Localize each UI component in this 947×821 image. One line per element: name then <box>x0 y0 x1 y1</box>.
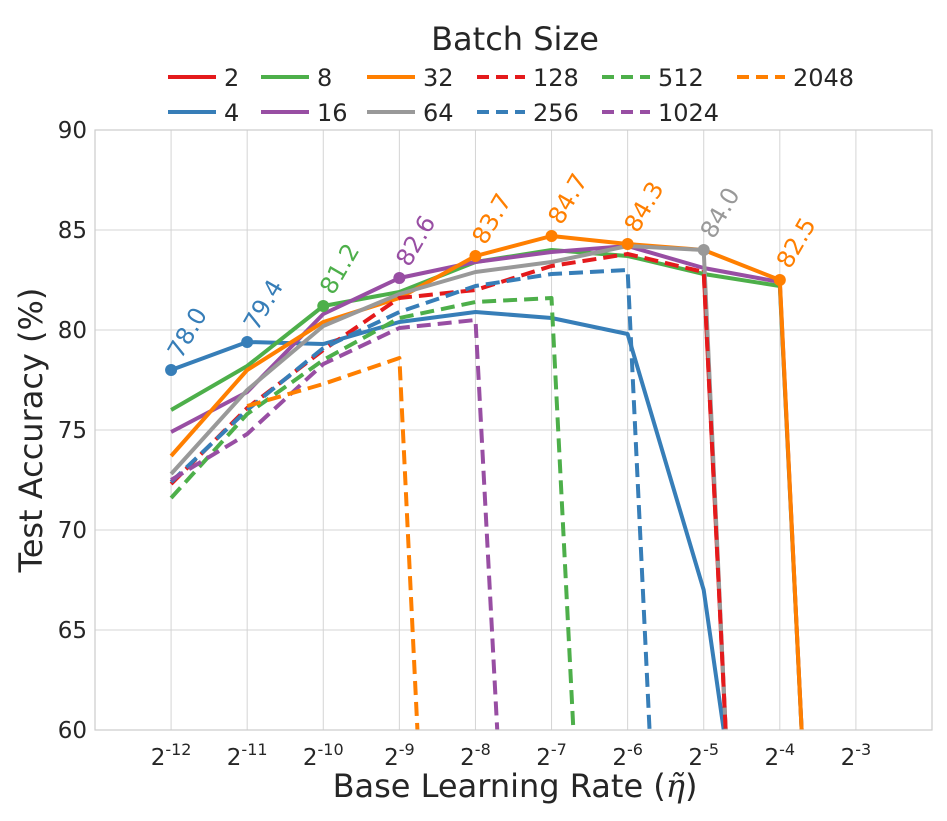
legend-item-1024: 1024 <box>602 99 719 127</box>
x-tick-label: 2-7 <box>536 740 567 771</box>
legend-item-8: 8 <box>261 64 332 92</box>
y-tick-label: 85 <box>58 218 87 244</box>
x-axis-label: Base Learning Rate (η̃) <box>333 767 698 805</box>
y-tick-label: 65 <box>58 618 87 644</box>
x-tick-label: 2-5 <box>688 740 719 771</box>
plot-frame <box>94 129 933 731</box>
legend-label: 256 <box>533 99 579 127</box>
best-point-marker <box>317 300 330 312</box>
best-point-marker <box>545 230 558 242</box>
x-axis-label-close: ) <box>685 767 697 805</box>
best-point-marker <box>469 250 482 262</box>
legend-item-4: 4 <box>168 99 239 127</box>
legend-item-128: 128 <box>477 64 579 92</box>
y-axis: 60 65 70 75 80 85 90 <box>58 118 87 744</box>
legend-item-2048: 2048 <box>737 64 854 92</box>
legend-item-64: 64 <box>367 99 454 127</box>
legend-item-16: 16 <box>261 99 348 127</box>
legend-item-2: 2 <box>168 64 239 92</box>
legend-label: 128 <box>533 64 579 92</box>
legend-item-32: 32 <box>367 64 454 92</box>
legend-label: 16 <box>317 99 348 127</box>
x-tick-label: 2-6 <box>612 740 643 771</box>
legend-item-256: 256 <box>477 99 579 127</box>
best-point-marker <box>393 272 406 284</box>
series-line-4 <box>170 310 726 730</box>
legend-label: 2048 <box>793 64 854 92</box>
x-tick-label: 2-10 <box>303 740 344 771</box>
best-point-marker <box>773 274 786 286</box>
plot-area: 78.0 79.481.2 82.6 83.7 84.7 84.3 84.0 82.5 <box>94 129 933 731</box>
y-tick-label: 60 <box>58 718 87 744</box>
best-point-marker <box>621 238 634 250</box>
series-line-512 <box>169 296 576 730</box>
legend-label: 32 <box>423 64 454 92</box>
series-line-1024 <box>170 318 500 730</box>
y-tick-label: 80 <box>58 318 87 344</box>
x-axis-label-text: Base Learning Rate ( <box>333 767 666 805</box>
x-axis: 2-12 2-11 2-10 2-9 2-8 2-7 2-6 2-5 2-4 2-3 <box>151 740 872 771</box>
legend: Batch Size 2 4 8 16 32 64 128 256 512 1024 2048 <box>168 20 854 127</box>
y-tick-label: 75 <box>58 418 87 444</box>
series-line-32 <box>169 234 804 730</box>
legend-title: Batch Size <box>431 20 599 58</box>
x-tick-label: 2-12 <box>151 740 192 771</box>
best-point-marker <box>697 244 710 256</box>
best-point-marker <box>241 336 254 348</box>
best-point-marker <box>165 364 178 376</box>
legend-label: 8 <box>317 64 332 92</box>
legend-label: 64 <box>423 99 454 127</box>
legend-item-512: 512 <box>602 64 704 92</box>
legend-label: 512 <box>658 64 704 92</box>
series-line-16 <box>170 244 804 730</box>
x-axis-label-symbol: η̃ <box>666 767 685 805</box>
x-tick-label: 2-9 <box>384 740 415 771</box>
y-tick-label: 90 <box>58 118 87 144</box>
x-tick-label: 2-8 <box>460 740 491 771</box>
legend-label: 2 <box>224 64 239 92</box>
x-tick-label: 2-4 <box>765 740 796 771</box>
legend-label: 4 <box>224 99 239 127</box>
y-tick-label: 70 <box>58 518 87 544</box>
series-line-64 <box>169 244 728 730</box>
legend-label: 1024 <box>658 99 719 127</box>
y-axis-label: Test Accuracy (%) <box>12 288 50 574</box>
x-tick-label: 2-11 <box>227 740 268 771</box>
x-tick-label: 2-3 <box>841 740 872 771</box>
series-line-256 <box>169 268 652 730</box>
